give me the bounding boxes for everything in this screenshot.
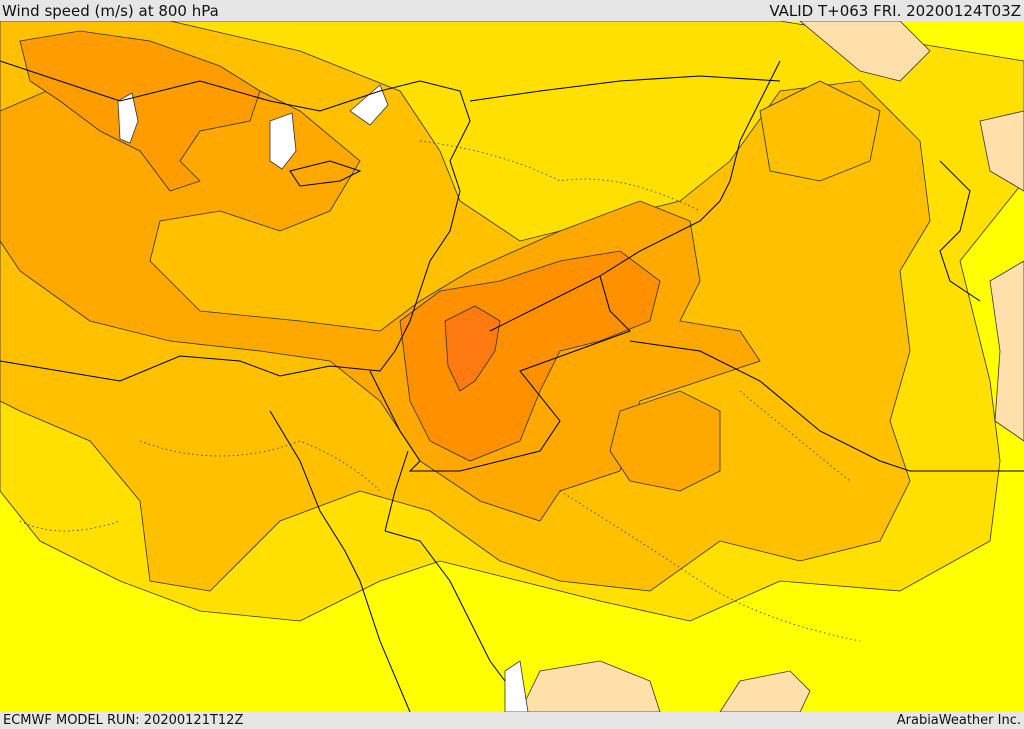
border-egypt-libya xyxy=(369,370,460,472)
dotted-isolines xyxy=(19,140,861,642)
coast-arabia-west xyxy=(384,530,506,682)
field-peach-se2 xyxy=(719,670,811,712)
map-header: Wind speed (m/s) at 800 hPa VALID T+063 … xyxy=(0,0,1024,21)
coast-anatolia xyxy=(0,60,471,192)
field-white-anatolia xyxy=(269,112,297,170)
wind-speed-map xyxy=(0,21,1024,712)
border-saudi-iraq xyxy=(629,340,1024,472)
model-run: ECMWF MODEL RUN: 20200121T12Z xyxy=(3,713,244,728)
field-nw-orange xyxy=(19,30,261,192)
field-white-redsea xyxy=(504,660,529,712)
field-patch-east xyxy=(609,390,721,492)
field-peach-se xyxy=(519,660,661,712)
borders xyxy=(0,60,1024,712)
field-patch-ne xyxy=(759,80,881,182)
field-white-anatolia2 xyxy=(349,84,389,126)
field-peach-ne2 xyxy=(979,110,1024,192)
border-jordan-iraq xyxy=(459,275,631,472)
field-dark-orange xyxy=(399,250,661,462)
coast-north-africa xyxy=(0,355,381,382)
map-title: Wind speed (m/s) at 800 hPa xyxy=(2,1,219,20)
field-peach-ne xyxy=(799,21,931,82)
coast-cyprus xyxy=(289,160,362,187)
field-white-aegean xyxy=(117,92,139,144)
border-syria-turkey xyxy=(469,75,781,102)
coast-levant xyxy=(379,190,461,372)
coast-aqaba xyxy=(384,450,409,532)
field-peach-east xyxy=(989,260,1024,442)
credit: ArabiaWeather Inc. xyxy=(896,713,1021,728)
field-deep-orange xyxy=(444,305,501,392)
coast-gulf xyxy=(939,160,981,302)
border-syria-iraq xyxy=(489,200,721,332)
border-iraq-iran xyxy=(719,60,781,202)
map-footer: ECMWF MODEL RUN: 20200121T12Z ArabiaWeat… xyxy=(0,712,1024,729)
valid-time: VALID T+063 FRI. 20200124T03Z xyxy=(769,1,1021,20)
coast-sinai-west xyxy=(269,410,411,712)
